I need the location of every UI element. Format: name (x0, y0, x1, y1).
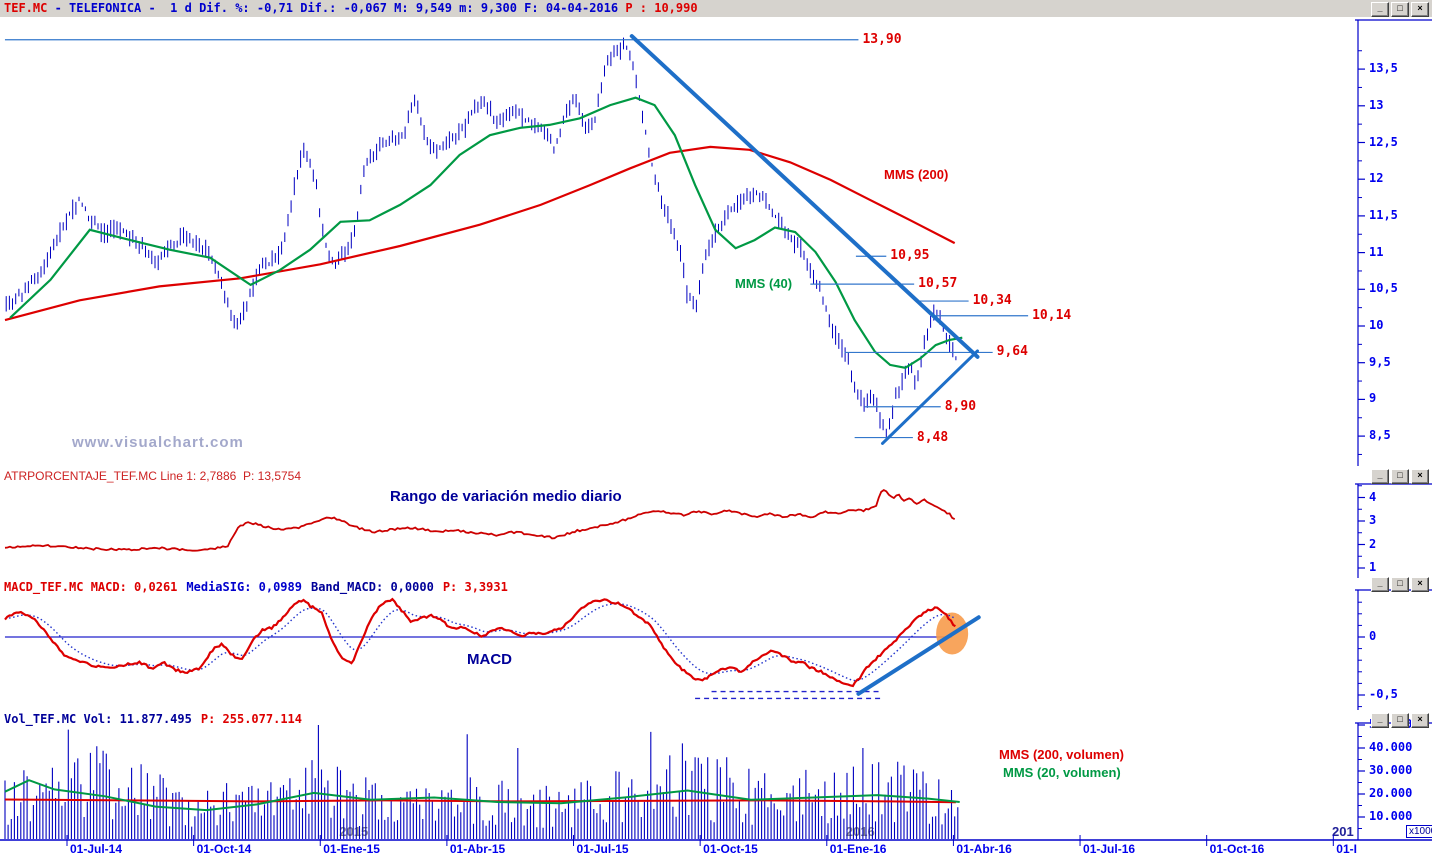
macd-signal-line (4, 603, 956, 682)
minimize-icon[interactable]: _ (1371, 577, 1389, 592)
atr-line (4, 489, 956, 552)
main-window-controls: _ □ × (1371, 2, 1429, 17)
mms40-line (9, 96, 963, 369)
close-icon[interactable]: × (1411, 469, 1429, 484)
macd-trendline (856, 615, 981, 696)
minimize-icon[interactable]: _ (1371, 2, 1389, 17)
minimize-icon[interactable]: _ (1371, 469, 1389, 484)
price-bars (5, 37, 957, 441)
vol-pane-window-controls: _ □ × (1371, 713, 1429, 728)
close-icon[interactable]: × (1411, 713, 1429, 728)
maximize-icon[interactable]: □ (1391, 577, 1409, 592)
price-trendline (880, 349, 979, 445)
quote-info: - TELEFONICA - 1 d Dif. %: -0,71 Dif.: -… (47, 1, 626, 15)
atr-pane-window-controls: _ □ × (1371, 469, 1429, 484)
minimize-icon[interactable]: _ (1371, 713, 1389, 728)
maximize-icon[interactable]: □ (1391, 469, 1409, 484)
title-bar: TEF.MC - TELEFONICA - 1 d Dif. %: -0,71 … (0, 0, 1432, 17)
vol-pane-plot: 2015 2016 201 (4, 725, 1354, 839)
volume-bars (4, 725, 959, 839)
year-label: 201 (1332, 824, 1354, 839)
price-pane-plot (4, 34, 1029, 445)
price-trendline (629, 34, 980, 359)
macd-line (4, 597, 956, 688)
macd-pane-window-controls: _ □ × (1371, 577, 1429, 592)
maximize-icon[interactable]: □ (1391, 2, 1409, 17)
maximize-icon[interactable]: □ (1391, 713, 1409, 728)
ticker-symbol: TEF.MC (4, 1, 48, 15)
macd-pane-plot (4, 597, 981, 700)
last-price: P : 10,990 (625, 1, 698, 15)
volume-unit-badge: x1000 (1406, 825, 1432, 838)
mms200-line (4, 145, 956, 322)
mms20-volume-line (4, 779, 960, 812)
close-icon[interactable]: × (1411, 577, 1429, 592)
atr-pane-plot (4, 489, 956, 552)
close-icon[interactable]: × (1411, 2, 1429, 17)
